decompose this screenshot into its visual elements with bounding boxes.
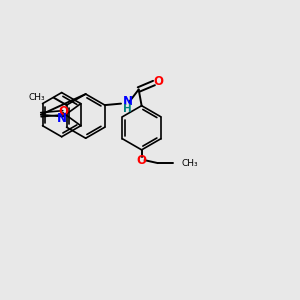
Text: CH₃: CH₃ bbox=[182, 159, 198, 168]
Text: H: H bbox=[123, 103, 131, 114]
Text: N: N bbox=[123, 95, 133, 108]
Text: O: O bbox=[153, 75, 163, 88]
Text: O: O bbox=[58, 105, 68, 118]
Text: CH₃: CH₃ bbox=[29, 93, 46, 102]
Text: O: O bbox=[136, 154, 147, 167]
Text: N: N bbox=[57, 112, 67, 125]
